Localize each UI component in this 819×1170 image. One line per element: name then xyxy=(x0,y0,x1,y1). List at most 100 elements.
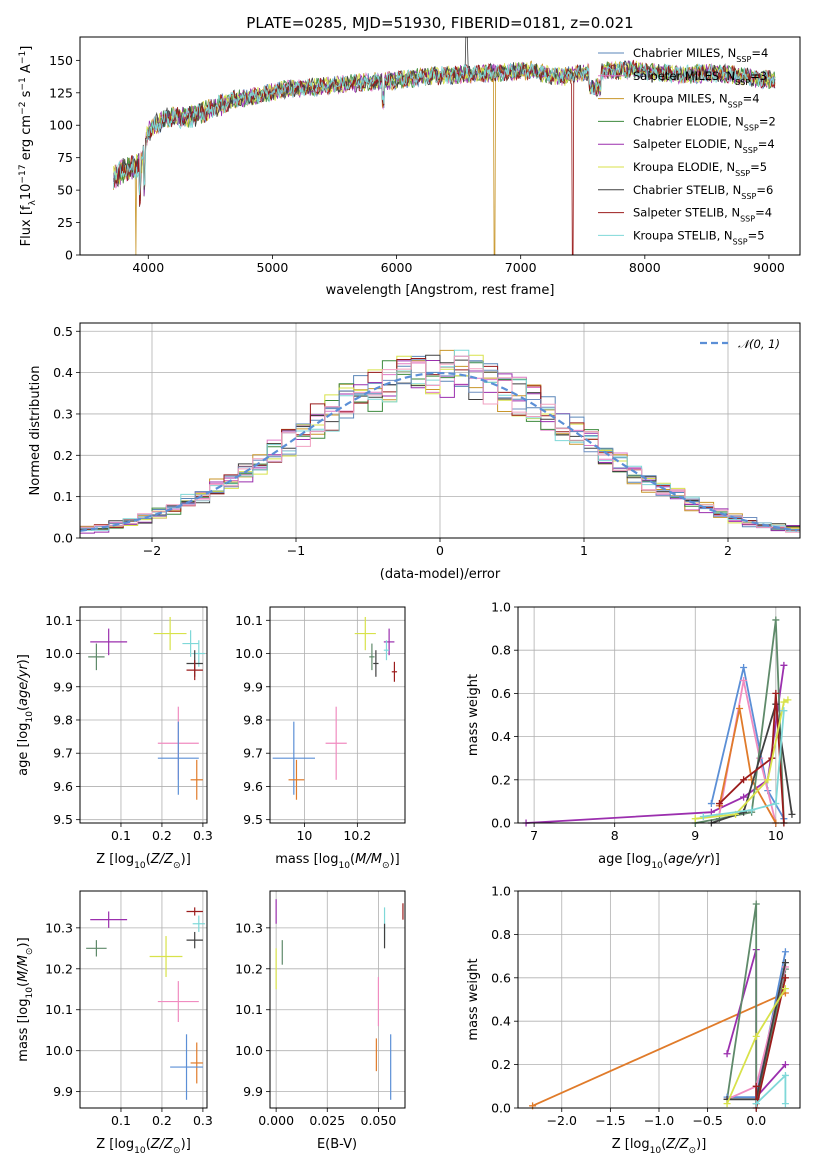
weight-vs-Z-marker xyxy=(781,974,789,982)
weight-vs-Z-xlabel: Z [log10(Z/Z⊙)] xyxy=(612,1137,707,1156)
age-vs-mass-point xyxy=(383,628,395,656)
age-vs-Z-ytick-label: 9.6 xyxy=(53,779,73,794)
mass-vs-ebv-xtick-label: 0.050 xyxy=(361,1113,397,1128)
weight-vs-Z-marker xyxy=(752,1082,760,1090)
weight-vs-Z-marker xyxy=(723,1050,731,1058)
weight-vs-Z-ytick-label: 0.2 xyxy=(491,1057,511,1072)
weight-vs-Z-xtick-label: −2.0 xyxy=(547,1113,577,1128)
residuals-ytick-label: 0.0 xyxy=(53,531,73,546)
weight-vs-Z-marker xyxy=(781,985,789,993)
age-vs-mass-ytick-label: 9.9 xyxy=(243,679,263,694)
mass-vs-ebv-ytick-label: 9.9 xyxy=(243,1084,263,1099)
residuals-frame xyxy=(79,322,801,539)
mass-vs-Z-xtick-label: 0.3 xyxy=(193,1113,213,1128)
age-vs-Z-ytick-label: 10.0 xyxy=(45,646,73,661)
weight-vs-age-series-line xyxy=(711,703,793,824)
weight-vs-age-ytick-label: 0.4 xyxy=(491,729,511,744)
mass-vs-ebv-axes: 0.000 0.025 0.050 9.9 10.0 10.1 10.2 10.3 xyxy=(235,891,405,1128)
weight-vs-Z-marker xyxy=(752,900,760,908)
age-vs-Z-point xyxy=(182,630,199,657)
mass-vs-ebv-xtick-label: 0.000 xyxy=(258,1113,294,1128)
age-vs-Z-ytick-label: 9.9 xyxy=(53,679,73,694)
age-vs-mass-ytick-label: 10.0 xyxy=(235,646,263,661)
weight-vs-age-marker xyxy=(784,696,792,704)
weight-vs-Z-xtick-label: −0.5 xyxy=(692,1113,722,1128)
age-vs-Z-ylabel: age [log10(age/yr)] xyxy=(16,654,35,776)
weight-vs-age-series-line xyxy=(718,708,777,824)
age-vs-Z-ytick-label: 9.5 xyxy=(53,812,73,827)
weight-vs-age-marker xyxy=(780,698,788,706)
mass-vs-Z-ytick-label: 10.3 xyxy=(45,920,73,935)
age-vs-mass-point xyxy=(354,616,376,651)
mass-vs-Z-xlabel: Z [log10(Z/Z⊙)] xyxy=(96,1137,191,1156)
residuals-histogram-step xyxy=(80,355,800,533)
weight-vs-age-ytick-label: 0.0 xyxy=(491,816,511,831)
age-vs-Z-point xyxy=(88,643,105,671)
spectrum-ytick-label: 100 xyxy=(49,118,73,133)
weight-vs-age-marker xyxy=(740,676,748,684)
residuals-xtick-label: 2 xyxy=(724,543,732,558)
weight-vs-age-ytick-label: 0.2 xyxy=(491,772,511,787)
residuals-histograms xyxy=(80,349,800,537)
weight-vs-Z-ylabel: mass weight xyxy=(466,958,481,1040)
spectrum-ytick-label: 25 xyxy=(57,215,73,230)
mass-vs-Z-ytick-label: 10.1 xyxy=(45,1002,73,1017)
age-vs-Z-point xyxy=(186,660,203,681)
mass-vs-Z-point xyxy=(90,911,128,928)
mass-vs-Z-point xyxy=(190,1042,203,1084)
weight-vs-age-ylabel: mass weight xyxy=(466,674,481,756)
weight-vs-age-xtick-label: 10 xyxy=(768,828,784,843)
age-vs-mass-ytick-label: 10.1 xyxy=(235,613,263,628)
mass-vs-ebv-ytick-label: 10.3 xyxy=(235,920,263,935)
age-vs-Z-point xyxy=(157,721,199,795)
weight-vs-age-marker xyxy=(740,776,748,784)
age-vs-Z-point xyxy=(153,616,187,651)
age-vs-mass-xtick-label: 10 xyxy=(296,828,312,843)
weight-vs-age-ytick-label: 1.0 xyxy=(491,600,511,615)
legend-entry: Salpeter MILES, NSSP=3 xyxy=(633,69,767,87)
age-vs-mass-ytick-label: 9.6 xyxy=(243,779,263,794)
mass-vs-ebv-xtick-label: 0.025 xyxy=(309,1113,345,1128)
weight-vs-age-marker xyxy=(772,616,780,624)
weight-vs-Z-marker xyxy=(723,1100,731,1108)
spectrum-ytick-label: 125 xyxy=(49,85,73,100)
spectrum-xlabel: wavelength [Angstrom, rest frame] xyxy=(326,283,555,298)
spectrum-series-line xyxy=(113,60,776,196)
mass-vs-ebv-frame xyxy=(269,890,406,1109)
mass-vs-Z-ytick-label: 10.0 xyxy=(45,1043,73,1058)
age-vs-Z-xlabel: Z [log10(Z/Z⊙)] xyxy=(96,852,191,871)
spectrum-axes: 4000 5000 6000 7000 8000 9000 0 25 50 75 100 125 150 xyxy=(49,53,785,275)
weight-vs-Z-ytick-label: 0.8 xyxy=(491,927,511,942)
residuals-xlabel: (data-model)/error xyxy=(380,567,501,582)
age-vs-mass-point xyxy=(383,640,390,661)
weight-vs-age-marker xyxy=(740,663,748,671)
mass-vs-Z-xtick-label: 0.1 xyxy=(111,1113,131,1128)
spectrum-lines xyxy=(113,37,776,255)
weight-vs-age-marker xyxy=(764,776,772,784)
spectrum-legend: Chabrier MILES, NSSP=4 Salpeter MILES, NS… xyxy=(598,46,776,246)
age-vs-Z-point xyxy=(190,759,203,800)
weight-vs-Z-marker xyxy=(781,948,789,956)
residuals-ytick-label: 0.5 xyxy=(53,324,73,339)
mass-vs-Z-points xyxy=(86,907,205,1100)
age-vs-mass-point xyxy=(369,643,375,671)
age-vs-mass-grid xyxy=(270,607,405,823)
age-vs-mass-point xyxy=(272,721,315,795)
legend-entry: Kroupa MILES, NSSP=4 xyxy=(633,92,760,110)
spectrum-series-line xyxy=(113,60,776,255)
age-vs-Z-xtick-label: 0.3 xyxy=(193,828,213,843)
weight-vs-Z-series-line xyxy=(726,903,787,1104)
weight-vs-Z-ytick-label: 1.0 xyxy=(491,884,511,899)
spectrum-title: PLATE=0285, MJD=51930, FIBERID=0181, z=0… xyxy=(246,14,633,32)
age-vs-Z-axes: 0.1 0.2 0.3 9.5 9.6 9.7 9.8 9.9 10.0 10.1 xyxy=(45,607,213,843)
mass-vs-ebv-ytick-label: 10.2 xyxy=(235,961,263,976)
age-vs-mass-ytick-label: 9.5 xyxy=(243,812,263,827)
mass-vs-Z-point xyxy=(192,915,205,932)
weight-vs-age-marker xyxy=(707,800,715,808)
mass-vs-Z-point xyxy=(149,936,183,977)
mass-vs-ebv-ytick-label: 10.1 xyxy=(235,1002,263,1017)
age-vs-Z-point xyxy=(90,628,128,656)
residuals-xtick-label: −2 xyxy=(143,543,161,558)
weight-vs-age-ytick-label: 0.6 xyxy=(491,686,511,701)
legend-entry: Salpeter STELIB, NSSP=4 xyxy=(633,206,772,224)
